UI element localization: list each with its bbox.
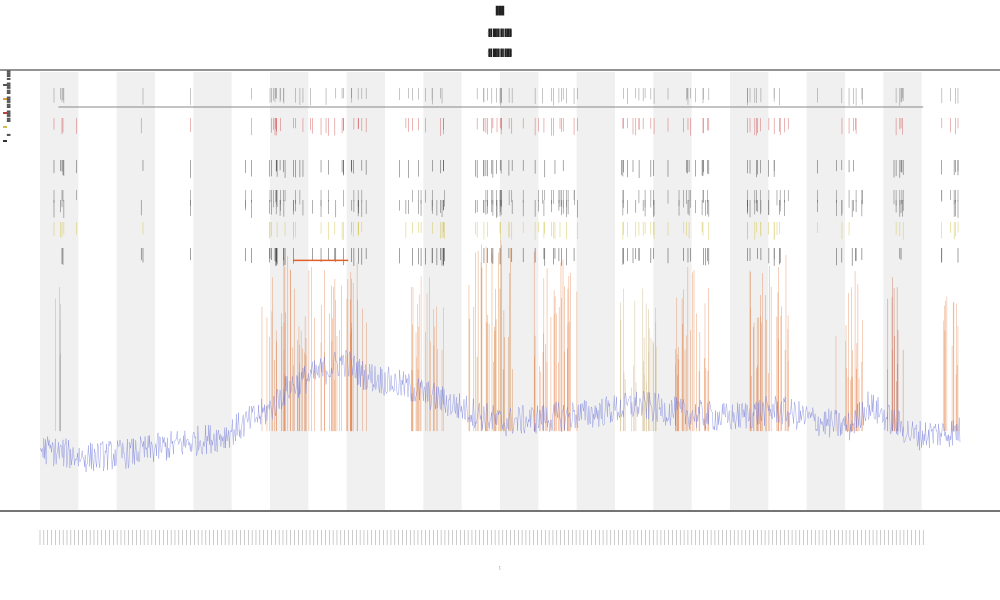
chart-subtitle-2: (██ ████ ██ ████) <box>487 50 513 57</box>
shaded-band <box>500 72 539 510</box>
shaded-band <box>346 72 385 510</box>
shaded-band <box>116 72 155 510</box>
legend-item: ██ ███ <box>2 83 14 108</box>
series-line <box>39 349 961 473</box>
chart-title: ███ <box>495 6 505 15</box>
x-axis-label: t <box>499 566 501 572</box>
legend-item: █ <box>2 133 14 150</box>
legend-label: ██ ███ <box>7 82 11 94</box>
legend-item: ██ ███ <box>2 111 14 136</box>
shaded-band <box>653 72 692 510</box>
shaded-band <box>806 72 845 510</box>
shaded-band <box>270 72 309 510</box>
legend-label: ██ ███ <box>7 110 11 122</box>
shaded-band <box>883 72 922 510</box>
axes <box>0 69 1000 512</box>
legend: █ ███ ██ ███ ██ ███ ██ ███ █ <box>2 71 14 150</box>
legend-label: █ ███ <box>7 70 11 80</box>
chart-subtitle-1: (██ ████ ██ ████) <box>487 30 513 37</box>
series-lines <box>39 106 961 473</box>
x-tick-labels <box>39 530 924 545</box>
legend-label: ██ ███ <box>7 96 11 108</box>
legend-item: ██ ███ <box>2 97 14 122</box>
shaded-band <box>423 72 462 510</box>
event-tick-rows <box>53 88 959 266</box>
shaded-band <box>730 72 769 510</box>
shaded-band <box>576 72 615 510</box>
legend-item: █ ███ <box>2 71 14 94</box>
shaded-band <box>40 72 79 510</box>
legend-label: █ <box>7 133 11 136</box>
